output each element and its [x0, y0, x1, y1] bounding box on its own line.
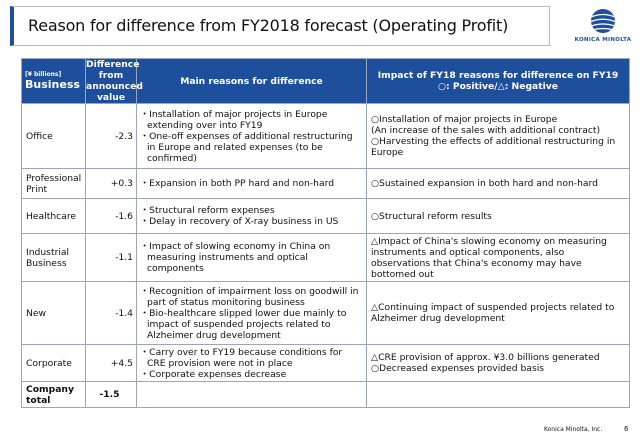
reason-item: ・Impact of slowing economy in China on m… [140, 241, 331, 274]
reason-item: ・Recognition of impairment loss on goodw… [140, 285, 359, 308]
impact-item: ○Structural reform results [371, 210, 492, 222]
header-impact: Impact of FY18 reasons for difference on… [366, 58, 630, 104]
total-business-cell: Company total [21, 381, 86, 408]
table-row: New -1.4 ・Recognition of impairment loss… [21, 281, 630, 345]
difference-cell: -1.4 [85, 281, 137, 345]
impact-item: ○Sustained expansion in both hard and no… [371, 178, 598, 189]
total-impact-cell [366, 381, 630, 408]
header-impact-line2: ○: Positive/△: Negative [437, 81, 559, 92]
impact-item: (An increase of the sales with additiona… [371, 125, 601, 136]
reasons-cell: ・Expansion in both PP hard and non-hard [136, 168, 367, 199]
reasons-cell: ・Carry over to FY19 because conditions f… [136, 344, 367, 382]
reasons-cell: ・Impact of slowing economy in China on m… [136, 233, 367, 282]
impact-cell: ○Structural reform results [366, 198, 630, 234]
business-cell: Professional Print [21, 168, 86, 199]
header-unit: [¥ billions] [25, 71, 62, 78]
reason-item: ・Installation of major projects in Europ… [140, 108, 328, 131]
business-cell: Healthcare [21, 198, 86, 234]
table-header-row: [¥ billions] Business Difference from an… [21, 58, 630, 104]
globe-logo-icon [591, 9, 615, 33]
footer-company: Konica Minolta, Inc. [544, 426, 603, 433]
impact-cell: ○Sustained expansion in both hard and no… [366, 168, 630, 199]
impact-item: △Continuing impact of suspended projects… [371, 302, 615, 324]
header-main-reasons: Main reasons for difference [136, 58, 367, 104]
difference-cell: +4.5 [85, 344, 137, 382]
reason-item: ・One-off expenses of additional restruct… [140, 130, 353, 164]
business-cell: New [21, 281, 86, 345]
impact-item: ○Decreased expenses provided basis [371, 363, 545, 374]
total-reasons-cell [136, 381, 367, 408]
header-business: [¥ billions] Business [21, 58, 86, 104]
total-row: Company total -1.5 [21, 381, 630, 408]
impact-cell: △Impact of China's slowing economy on me… [366, 233, 630, 282]
table-row: Professional Print +0.3 ・Expansion in bo… [21, 168, 630, 199]
impact-item: ○Installation of major projects in Europ… [371, 114, 558, 125]
business-cell: Industrial Business [21, 233, 86, 282]
header-difference: Difference from announced value [85, 58, 143, 104]
logo-text: KONICA MINOLTA [574, 37, 632, 43]
impact-item: ○Harvesting the effects of additional re… [371, 136, 616, 158]
total-difference-cell: -1.5 [85, 381, 137, 408]
impact-item: △Impact of China's slowing economy on me… [371, 235, 607, 280]
page-title: Reason for difference from FY2018 foreca… [28, 16, 509, 35]
header-impact-line1: Impact of FY18 reasons for difference on… [377, 70, 619, 81]
reasons-cell: ・Recognition of impairment loss on goodw… [136, 281, 367, 345]
impact-cell: ○Installation of major projects in Europ… [366, 103, 630, 169]
impact-cell: △Continuing impact of suspended projects… [366, 281, 630, 345]
reasons-cell: ・Installation of major projects in Europ… [136, 103, 367, 169]
header-business-label: Business [25, 78, 80, 91]
reason-item: ・Carry over to FY19 because conditions f… [140, 346, 343, 369]
difference-cell: -1.1 [85, 233, 137, 282]
reason-item: ・Bio-healthcare slipped lower due mainly… [140, 307, 347, 341]
business-cell: Corporate [21, 344, 86, 382]
table-row: Industrial Business -1.1 ・Impact of slow… [21, 233, 630, 282]
difference-cell: -1.6 [85, 198, 137, 234]
reasons-cell: ・Structural reform expenses ・Delay in re… [136, 198, 367, 234]
table-row: Office -2.3 ・Installation of major proje… [21, 103, 630, 169]
business-cell: Office [21, 103, 86, 169]
company-logo: KONICA MINOLTA [574, 8, 632, 54]
page-number: 6 [624, 425, 629, 433]
reason-item: ・Corporate expenses decrease [140, 368, 287, 380]
difference-cell: -2.3 [85, 103, 137, 169]
difference-cell: +0.3 [85, 168, 137, 199]
reason-item: ・Expansion in both PP hard and non-hard [140, 178, 335, 189]
impact-item: △CRE provision of approx. ¥3.0 billions … [371, 352, 600, 363]
table-row: Healthcare -1.6 ・Structural reform expen… [21, 198, 630, 234]
table-row: Corporate +4.5 ・Carry over to FY19 becau… [21, 344, 630, 382]
title-bar: Reason for difference from FY2018 foreca… [10, 6, 550, 46]
impact-cell: △CRE provision of approx. ¥3.0 billions … [366, 344, 630, 382]
reason-item: ・Structural reform expenses [140, 205, 275, 216]
reason-item: ・Delay in recovery of X-ray business in … [140, 216, 339, 227]
difference-table: [¥ billions] Business Difference from an… [21, 58, 630, 408]
